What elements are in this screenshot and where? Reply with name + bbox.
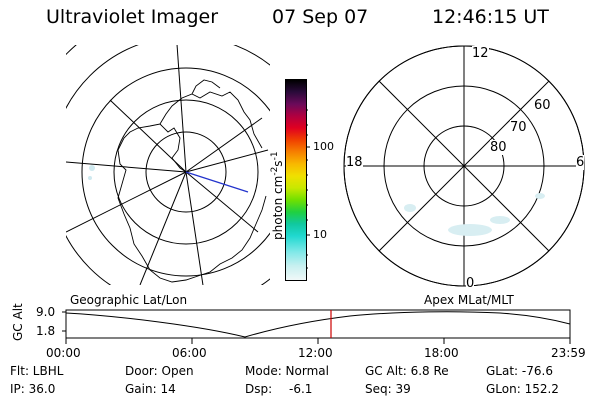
lat-circle bbox=[145, 131, 227, 213]
mlat-circle-outer bbox=[343, 45, 585, 287]
colorbar-tick-100: 100 bbox=[313, 140, 334, 153]
alt-tick-low: 1.8 bbox=[36, 324, 56, 338]
dsp-value: -6.1 bbox=[289, 382, 313, 396]
colorbar bbox=[285, 79, 307, 281]
coastline bbox=[117, 79, 267, 283]
lat-circle bbox=[81, 67, 270, 277]
meridian bbox=[66, 161, 187, 173]
meridian bbox=[185, 149, 269, 173]
mlt-label-18: 18 bbox=[346, 155, 363, 170]
mlt-label-6: 6 bbox=[576, 155, 585, 170]
meridian bbox=[185, 171, 259, 233]
lat-circle bbox=[113, 99, 259, 245]
geographic-label: Geographic Lat/Lon bbox=[70, 293, 188, 307]
altitude-curve bbox=[65, 311, 571, 338]
date-label: 07 Sep 07 bbox=[272, 6, 369, 28]
colorbar-tick-10: 10 bbox=[313, 228, 327, 241]
mlt-diagonal bbox=[378, 80, 550, 252]
gain-status: Gain: 14 bbox=[125, 382, 176, 396]
meridian bbox=[185, 171, 204, 285]
mode-status: Mode: Normal bbox=[245, 364, 329, 378]
mlat-circle-70 bbox=[383, 85, 545, 247]
nadir-track bbox=[185, 171, 249, 193]
dsp-label: Dsp: bbox=[245, 382, 273, 396]
mlt-label-0: 0 bbox=[466, 276, 475, 291]
alt-tick-high: 9.0 bbox=[36, 305, 56, 319]
meridian bbox=[139, 171, 187, 285]
glat-status: GLat: -76.6 bbox=[486, 364, 553, 378]
seq-status: Seq: 39 bbox=[365, 382, 411, 396]
time-tick-1800: 18:00 bbox=[424, 346, 459, 360]
time-tick-1200: 12:00 bbox=[298, 346, 333, 360]
time-tick-0600: 06:00 bbox=[172, 346, 207, 360]
aurora-glow bbox=[404, 193, 545, 236]
plot-frame bbox=[65, 309, 571, 339]
gc-alt-axis-label: GC Alt bbox=[11, 303, 25, 341]
mlat-label-70: 70 bbox=[510, 120, 527, 135]
time-tick-2359: 23:59 bbox=[551, 346, 586, 360]
mlat-label-80: 80 bbox=[490, 140, 507, 155]
meridian bbox=[109, 99, 187, 173]
mlat-circle-60 bbox=[343, 45, 585, 287]
meridian bbox=[66, 171, 187, 233]
time-label: 12:46:15 UT bbox=[432, 6, 549, 28]
gc-alt-status: GC Alt: 6.8 Re bbox=[365, 364, 449, 378]
mlat-label-60: 60 bbox=[534, 98, 551, 113]
filter-status: Flt: LBHL bbox=[10, 364, 64, 378]
apex-label: Apex MLat/MLT bbox=[424, 293, 514, 307]
time-tick-0000: 00:00 bbox=[46, 346, 81, 360]
mlt-label-12: 12 bbox=[472, 46, 489, 61]
ip-status: IP: 36.0 bbox=[10, 382, 56, 396]
mlt-diagonal bbox=[378, 80, 550, 252]
meridian bbox=[185, 117, 263, 173]
colorbar-unit: photon cm-2s-1 bbox=[270, 151, 285, 240]
instrument-title: Ultraviolet Imager bbox=[46, 6, 219, 28]
mlat-circle-80 bbox=[423, 125, 505, 207]
meridian bbox=[176, 45, 187, 173]
door-status: Door: Open bbox=[125, 364, 194, 378]
glon-status: GLon: 152.2 bbox=[486, 382, 559, 396]
